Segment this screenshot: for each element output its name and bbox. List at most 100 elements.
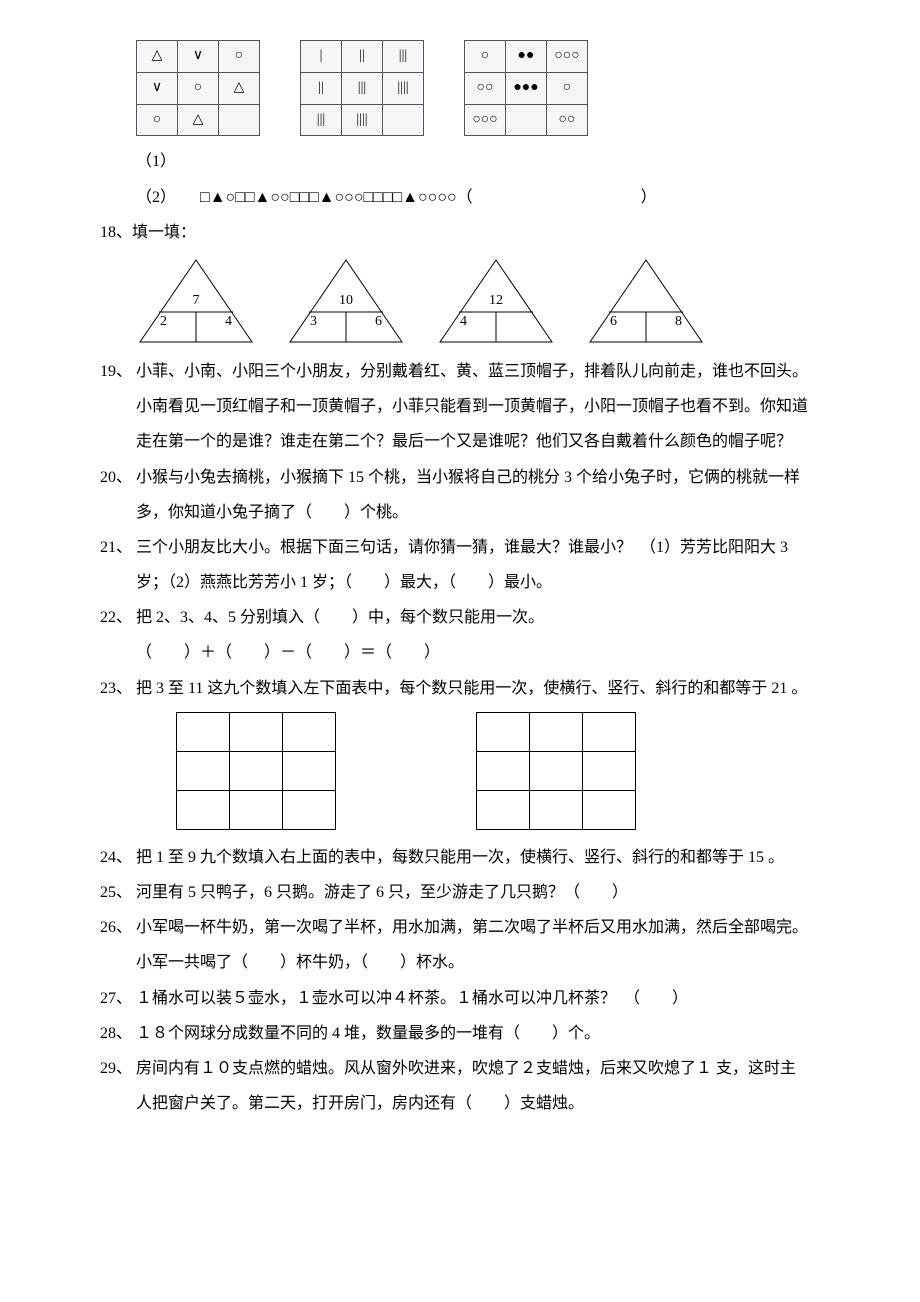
q26-num: 26、 — [100, 910, 136, 945]
tri-br: 6 — [375, 307, 382, 338]
cell: ||| — [301, 104, 342, 136]
cell — [477, 751, 530, 790]
tri-bl: 2 — [160, 307, 167, 338]
cell — [583, 790, 636, 829]
q19-num: 19、 — [100, 354, 136, 389]
q21-line1: 三个小朋友比大小。根据下面三句话，请你猜一猜，谁最大？谁最小？ （1）芳芳比阳阳… — [136, 530, 840, 565]
cell: ∨ — [137, 72, 178, 104]
cell: | — [301, 41, 342, 73]
cell — [230, 712, 283, 751]
q26-line1: 小军喝一杯牛奶，第一次喝了半杯，用水加满，第二次喝了半杯后又用水加满，然后全部喝… — [136, 910, 840, 945]
cell: ○○ — [465, 72, 506, 104]
q28-num: 28、 — [100, 1016, 136, 1051]
magic-square-right — [476, 712, 636, 830]
q28: 28、 １８个网球分成数量不同的 4 堆，数量最多的一堆有（ ）个。 — [100, 1016, 840, 1051]
q19: 19、 小菲、小南、小阳三个小朋友，分别戴着红、黄、蓝三顶帽子，排着队儿向前走，… — [100, 354, 840, 460]
pattern-grid-3: ○●●○○○ ○○●●●○ ○○○○○ — [464, 40, 588, 136]
pattern-grid-1: △∨○ ∨○△ ○△ — [136, 40, 260, 136]
q17-sub2: （2） □▲○□□▲○○□□□▲○○○□□□□▲○○○○（ ） — [136, 180, 840, 215]
q19-line3: 走在第一个的是谁？谁走在第二个？最后一个又是谁呢？他们又各自戴着什么颜色的帽子呢… — [136, 424, 840, 459]
cell: ○ — [178, 72, 219, 104]
magic-squares — [176, 712, 840, 830]
cell — [230, 790, 283, 829]
cell — [283, 790, 336, 829]
cell — [530, 790, 583, 829]
cell: ∨ — [178, 41, 219, 73]
q27-num: 27、 — [100, 981, 136, 1016]
tri-bl: 4 — [460, 307, 467, 338]
q25-line1: 河里有 5 只鸭子，6 只鹅。游走了 6 只，至少游走了几只鹅？（ ） — [136, 875, 840, 910]
q26: 26、 小军喝一杯牛奶，第一次喝了半杯，用水加满，第二次喝了半杯后又用水加满，然… — [100, 910, 840, 980]
cell: △ — [178, 104, 219, 136]
q26-line2: 小军一共喝了（ ）杯牛奶，（ ）杯水。 — [136, 945, 840, 980]
cell — [477, 790, 530, 829]
q20: 20、 小猴与小兔去摘桃，小猴摘下 15 个桃，当小猴将自己的桃分 3 个给小兔… — [100, 460, 840, 530]
tri-bl: 3 — [310, 307, 317, 338]
triangle-2: 10 3 6 — [286, 258, 406, 344]
q20-num: 20、 — [100, 460, 136, 495]
tri-top: 12 — [436, 286, 556, 317]
cell — [583, 712, 636, 751]
cell — [230, 751, 283, 790]
pattern-grid-2: |||||| ||||||||| ||||||| — [300, 40, 424, 136]
q17-sub2-pattern: □▲○□□▲○○□□□▲○○○□□□□▲○○○○（ — [200, 189, 473, 206]
q20-line2: 多，你知道小兔子摘了（ ）个桃。 — [136, 495, 840, 530]
cell — [383, 104, 424, 136]
cell: ||| — [342, 72, 383, 104]
q29: 29、 房间内有１０支点燃的蜡烛。风从窗外吹进来，吹熄了２支蜡烛，后来又吹熄了１… — [100, 1051, 840, 1121]
q25-num: 25、 — [100, 875, 136, 910]
q24-num: 24、 — [100, 840, 136, 875]
cell — [177, 790, 230, 829]
cell — [583, 751, 636, 790]
triangle-4: 6 8 — [586, 258, 706, 344]
q22-line2: （ ）＋（ ）－（ ）＝（ ） — [136, 635, 840, 670]
triangle-icon — [586, 258, 706, 344]
q22-num: 22、 — [100, 600, 136, 635]
cell: ○○ — [547, 104, 588, 136]
q24-line1: 把 1 至 9 九个数填入右上面的表中，每数只能用一次，使横行、竖行、斜行的和都… — [136, 840, 840, 875]
cell — [177, 751, 230, 790]
q28-line1: １８个网球分成数量不同的 4 堆，数量最多的一堆有（ ）个。 — [136, 1016, 840, 1051]
q17-sub1-label: （1） — [136, 144, 840, 179]
cell: ○ — [465, 41, 506, 73]
cell — [530, 751, 583, 790]
cell — [506, 104, 547, 136]
q17-sub2-close: ） — [641, 189, 657, 206]
cell: ○ — [219, 41, 260, 73]
q19-line1: 小菲、小南、小阳三个小朋友，分别戴着红、黄、蓝三顶帽子，排着队儿向前走，谁也不回… — [136, 354, 840, 389]
q21-num: 21、 — [100, 530, 136, 565]
triangle-1: 7 2 4 — [136, 258, 256, 344]
q27: 27、 １桶水可以装５壶水，１壶水可以冲４杯茶。１桶水可以冲几杯茶？ （ ） — [100, 981, 840, 1016]
cell — [219, 104, 260, 136]
cell: |||| — [342, 104, 383, 136]
magic-square-left — [176, 712, 336, 830]
cell: ○ — [137, 104, 178, 136]
q17-sub2-label: （2） — [136, 189, 176, 206]
cell — [177, 712, 230, 751]
cell: △ — [219, 72, 260, 104]
cell: ●● — [506, 41, 547, 73]
q18-label: 18、填一填： — [100, 215, 840, 250]
q29-line1: 房间内有１０支点燃的蜡烛。风从窗外吹进来，吹熄了２支蜡烛，后来又吹熄了１ 支，这… — [136, 1051, 840, 1086]
q29-num: 29、 — [100, 1051, 136, 1086]
tri-top: 7 — [136, 286, 256, 317]
q17-grid-row: △∨○ ∨○△ ○△ |||||| ||||||||| ||||||| ○●●○… — [136, 40, 840, 136]
cell: ○○○ — [465, 104, 506, 136]
cell: ●●● — [506, 72, 547, 104]
tri-bl: 6 — [610, 307, 617, 338]
cell: || — [301, 72, 342, 104]
cell — [283, 712, 336, 751]
q29-line2: 人把窗户关了。第二天，打开房门，房内还有（ ）支蜡烛。 — [136, 1086, 840, 1121]
triangle-3: 12 4 — [436, 258, 556, 344]
cell — [477, 712, 530, 751]
q21: 21、 三个小朋友比大小。根据下面三句话，请你猜一猜，谁最大？谁最小？ （1）芳… — [100, 530, 840, 600]
cell: △ — [137, 41, 178, 73]
tri-top: 10 — [286, 286, 406, 317]
cell: |||| — [383, 72, 424, 104]
cell: ○ — [547, 72, 588, 104]
cell — [283, 751, 336, 790]
q25: 25、 河里有 5 只鸭子，6 只鹅。游走了 6 只，至少游走了几只鹅？（ ） — [100, 875, 840, 910]
cell — [530, 712, 583, 751]
q23-line1: 把 3 至 11 这九个数填入左下面表中，每个数只能用一次，使横行、竖行、斜行的… — [136, 671, 840, 706]
cell: ||| — [383, 41, 424, 73]
